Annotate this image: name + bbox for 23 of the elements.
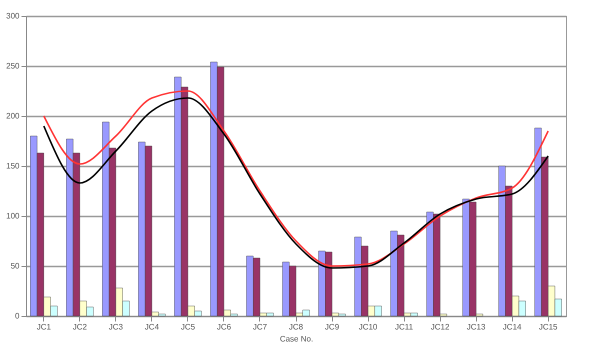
x-tick-label: JC3 <box>108 322 124 332</box>
x-tick-label: JC9 <box>324 322 340 332</box>
x-tick-label: JC10 <box>358 322 378 332</box>
y-tick-label: 50 <box>10 262 20 270</box>
y-tick-label: 150 <box>6 162 20 170</box>
x-tick-label: JC4 <box>144 322 160 332</box>
x-axis-title: Case No. <box>280 334 314 344</box>
y-tick-label: 100 <box>6 212 20 220</box>
x-tick-label: JC11 <box>395 322 414 332</box>
x-tick-label: JC6 <box>216 322 232 332</box>
x-tick-label: JC12 <box>430 322 450 332</box>
y-tick-label: 200 <box>6 112 20 120</box>
x-tick-label: JC13 <box>466 322 486 332</box>
y-tick-label: 300 <box>6 12 20 20</box>
x-tick-label: JC15 <box>538 322 558 332</box>
y-tick-label: 250 <box>6 62 20 70</box>
x-tick-label: JC5 <box>180 322 196 332</box>
x-tick-label: JC2 <box>72 322 88 332</box>
x-tick-label: JC7 <box>252 322 268 332</box>
x-tick-label: JC8 <box>288 322 304 332</box>
x-tick-label: JC1 <box>36 322 52 332</box>
y-tick-label: 0 <box>15 312 20 320</box>
x-tick-label: JC14 <box>502 322 522 332</box>
